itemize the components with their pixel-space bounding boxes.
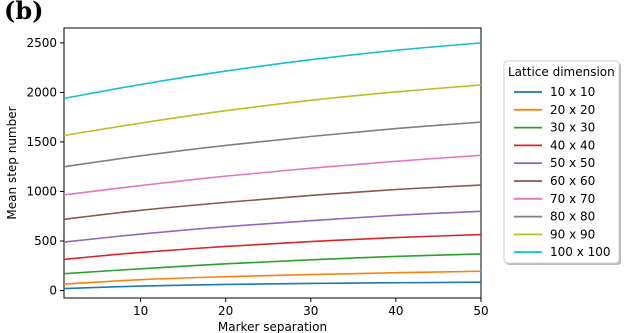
legend-box bbox=[503, 60, 620, 264]
legend: Lattice dimension 10 x 10 20 x 20 30 x 30 4… bbox=[503, 60, 621, 265]
series-line-20x20 bbox=[63, 270, 482, 285]
x-axis-title: Marker separation bbox=[218, 320, 327, 333]
series-line-60x60 bbox=[63, 184, 482, 221]
legend-entry-label: 80 x 80 bbox=[550, 210, 595, 224]
y-tick-label: 2500 bbox=[26, 36, 57, 50]
legend-entry-label: 40 x 40 bbox=[550, 138, 595, 152]
legend-entry-label: 50 x 50 bbox=[550, 156, 595, 170]
y-tick-label: 500 bbox=[34, 234, 57, 248]
series-line-10x10 bbox=[63, 281, 482, 290]
legend-entry-label: 70 x 70 bbox=[550, 192, 595, 206]
legend-title: Lattice dimension bbox=[508, 65, 615, 79]
series-line-90x90 bbox=[63, 84, 482, 137]
x-tick-label: 30 bbox=[303, 304, 318, 318]
y-tick-label: 0 bbox=[49, 284, 57, 298]
legend-entry-label: 10 x 10 bbox=[550, 85, 595, 99]
series-line-30x30 bbox=[63, 253, 482, 275]
panel-label: (b) bbox=[4, 0, 44, 25]
legend-entry-label: 20 x 20 bbox=[550, 103, 595, 117]
y-tick-label: 2000 bbox=[26, 85, 57, 99]
y-tick-label: 1500 bbox=[26, 135, 57, 149]
series-line-80x80 bbox=[63, 121, 482, 168]
y-tick-label: 1000 bbox=[26, 184, 57, 198]
x-tick-label: 20 bbox=[218, 304, 233, 318]
y-axis-title: Mean step number bbox=[5, 106, 19, 219]
x-tick-label: 40 bbox=[388, 304, 403, 318]
series-line-50x50 bbox=[63, 210, 482, 243]
legend-entry-label: 60 x 60 bbox=[550, 174, 595, 188]
legend-entry-label: 90 x 90 bbox=[550, 227, 595, 241]
legend-entry-label: 100 x 100 bbox=[550, 245, 611, 259]
x-tick-label: 50 bbox=[473, 304, 488, 318]
series-line-70x70 bbox=[63, 154, 482, 196]
series-line-100x100 bbox=[63, 42, 482, 100]
plot-frame bbox=[63, 27, 482, 299]
legend-entry-label: 30 x 30 bbox=[550, 121, 595, 135]
series-line-40x40 bbox=[63, 233, 482, 261]
x-tick-label: 10 bbox=[133, 304, 148, 318]
